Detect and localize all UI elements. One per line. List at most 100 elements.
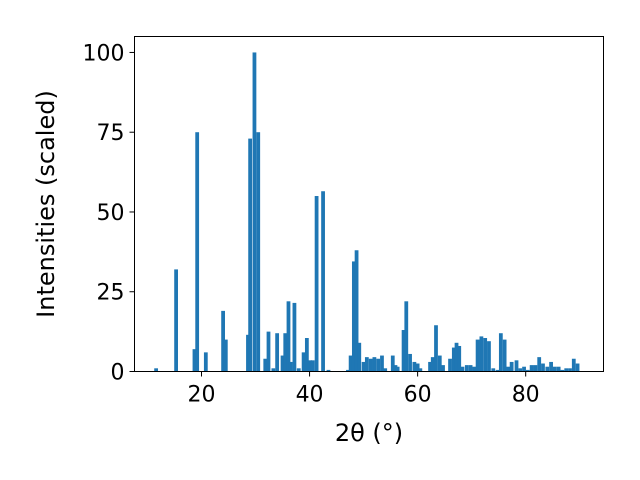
bar [368, 358, 373, 372]
bar [479, 336, 484, 372]
x-tick-label: 20 [188, 383, 216, 408]
bar [286, 301, 291, 372]
bar-series [154, 52, 580, 372]
bar [472, 366, 477, 372]
bar [271, 368, 276, 372]
bar [288, 361, 293, 372]
x-tick-label: 40 [296, 383, 324, 408]
bar [351, 261, 356, 372]
bar [448, 358, 452, 372]
bar [195, 132, 200, 372]
bar [321, 191, 325, 372]
bar [454, 342, 459, 372]
bar [256, 132, 261, 372]
y-tick-label: 100 [83, 41, 125, 66]
bar [522, 366, 526, 372]
bar [437, 355, 442, 372]
bar [556, 366, 561, 372]
bar [364, 357, 369, 372]
bar [390, 355, 395, 372]
bar [502, 339, 507, 372]
bar [192, 349, 197, 372]
bar [529, 365, 534, 372]
bar [221, 310, 225, 372]
bar [248, 138, 253, 372]
bar [393, 365, 398, 372]
bar [464, 365, 469, 372]
bar [283, 333, 288, 372]
bar [430, 357, 435, 372]
bar [509, 361, 514, 372]
bar [361, 361, 366, 372]
bar [495, 369, 500, 372]
bar [380, 355, 384, 372]
bar [545, 366, 550, 372]
bar [348, 355, 353, 372]
bar [460, 366, 465, 372]
bar [564, 368, 569, 372]
bar [310, 360, 315, 372]
bar [468, 365, 473, 372]
y-tick-label: 50 [97, 201, 125, 226]
bar [483, 338, 488, 372]
bar [174, 269, 178, 372]
bar [412, 361, 417, 372]
bar [549, 361, 553, 372]
bar [326, 369, 331, 372]
y-axis-label: Intensities (scaled) [32, 90, 60, 318]
bar [376, 358, 381, 372]
bar [354, 250, 359, 372]
bar [266, 331, 271, 372]
bar [434, 325, 438, 372]
x-tick-label: 80 [512, 383, 540, 408]
bar [560, 369, 565, 372]
bar [346, 369, 350, 372]
bar [308, 360, 312, 372]
bar [246, 334, 250, 372]
bar [415, 363, 420, 372]
bar [575, 363, 580, 372]
plot-frame [134, 36, 604, 372]
y-tick-label: 75 [97, 121, 125, 146]
y-axis-ticks: 0 25 50 75 100 [83, 41, 135, 386]
bar [223, 339, 228, 372]
bar [252, 52, 257, 372]
bar [552, 366, 557, 372]
bar [395, 366, 400, 372]
bar [571, 358, 576, 372]
bar [457, 345, 462, 372]
bar [533, 365, 538, 372]
x-axis-label: 2θ (°) [335, 419, 403, 447]
x-tick-label: 60 [404, 383, 432, 408]
bar [301, 352, 306, 372]
bar [280, 355, 285, 372]
bar [372, 357, 377, 372]
bar [518, 368, 523, 372]
bar [304, 338, 309, 372]
bar [263, 358, 268, 372]
bar [537, 357, 542, 372]
bar [296, 368, 301, 372]
y-tick-label: 25 [97, 281, 125, 306]
bar [428, 361, 432, 372]
bar [292, 302, 297, 372]
bar [498, 333, 503, 372]
bar [404, 301, 409, 372]
bar [568, 368, 572, 372]
bar [441, 365, 445, 372]
bar [451, 347, 456, 372]
bar [506, 366, 511, 372]
bar [487, 341, 491, 372]
bar [154, 368, 158, 372]
bar [418, 368, 423, 372]
bar [357, 342, 362, 372]
bar [525, 369, 530, 372]
bar [514, 360, 519, 372]
bar [491, 368, 496, 372]
bar [475, 339, 480, 372]
bar [203, 352, 208, 372]
bar [275, 333, 280, 372]
bar [383, 368, 388, 372]
